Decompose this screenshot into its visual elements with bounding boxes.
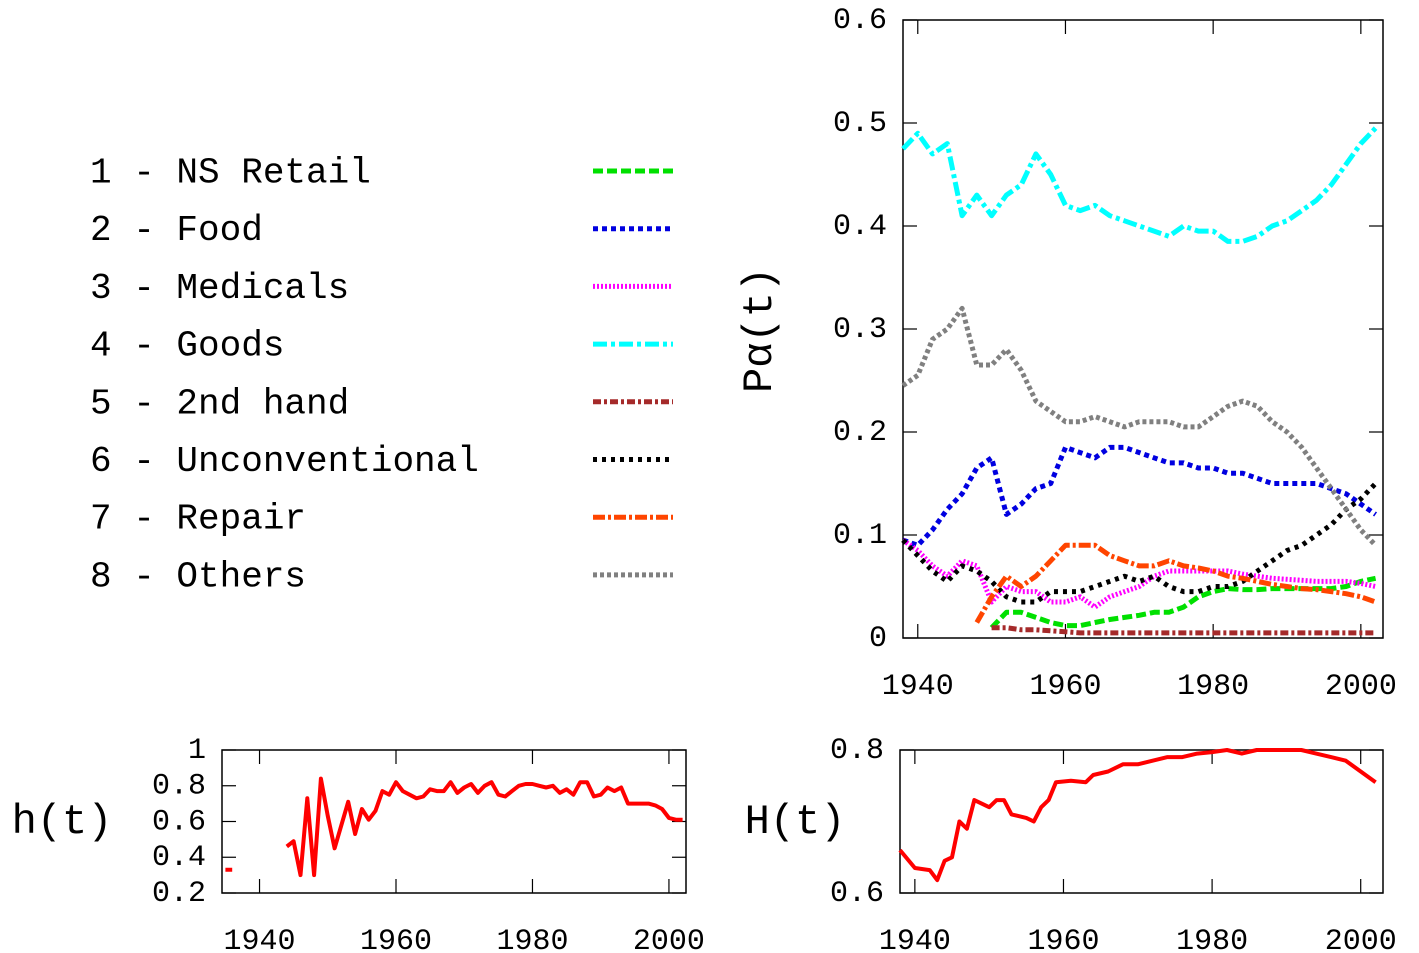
y-tick-label: 0 <box>869 622 887 656</box>
x-tick-label: 2000 <box>1325 925 1397 953</box>
x-tick-label: 1940 <box>224 925 296 953</box>
plot-frame <box>221 749 687 894</box>
y-tick-label: 0.2 <box>833 416 887 450</box>
legend-label: 3 - Medicals <box>90 268 349 309</box>
x-tick-label: 1980 <box>1177 670 1249 704</box>
y-tick-label: 0.8 <box>152 770 206 804</box>
y-axis-label: h(t) <box>12 798 113 846</box>
y-tick-label: 0.8 <box>830 734 884 768</box>
x-tick-label: 1980 <box>496 925 568 953</box>
x-tick-label: 1980 <box>1176 925 1248 953</box>
y-tick-label: 0.1 <box>833 519 887 553</box>
y-tick-label: 1 <box>188 734 206 768</box>
series-line <box>901 538 1377 610</box>
legend-label: 5 - 2nd hand <box>90 383 349 424</box>
plot-frame <box>899 749 1384 894</box>
legend-label: 8 - Others <box>90 556 306 597</box>
y-tick-label: 0.2 <box>152 877 206 911</box>
x-tick-label: 2000 <box>633 925 705 953</box>
y-axis-label: Pα(t) <box>736 267 784 393</box>
y-tick-label: 0.3 <box>833 313 887 347</box>
series-line <box>901 305 1378 548</box>
x-tick-label: 1960 <box>1027 925 1099 953</box>
legend-label: 1 - NS Retail <box>90 153 371 194</box>
legend-label: 7 - Repair <box>90 499 306 540</box>
x-tick-label: 1940 <box>882 670 954 704</box>
x-tick-label: 2000 <box>1325 670 1397 704</box>
x-tick-label: 1960 <box>1029 670 1101 704</box>
series-line <box>901 481 1378 605</box>
legend-label: 6 - Unconventional <box>90 441 479 482</box>
plot-frame <box>902 19 1384 639</box>
y-tick-label: 0.6 <box>152 805 206 839</box>
x-tick-label: 1940 <box>879 925 951 953</box>
x-tick-label: 1960 <box>360 925 432 953</box>
series-line <box>901 126 1378 244</box>
y-tick-label: 0.5 <box>833 107 887 141</box>
series-line <box>225 776 683 878</box>
series-line <box>989 575 1377 630</box>
legend-label: 4 - Goods <box>90 326 284 367</box>
y-tick-label: 0.4 <box>833 210 887 244</box>
series-line <box>974 542 1377 624</box>
legend-label: 2 - Food <box>90 210 263 251</box>
y-tick-label: 0.4 <box>152 841 206 875</box>
y-tick-label: 0.6 <box>830 877 884 911</box>
series-line <box>991 625 1376 636</box>
series-line <box>902 444 1378 548</box>
y-tick-label: 0.6 <box>833 4 887 38</box>
series-line <box>898 748 1377 883</box>
y-axis-label: H(t) <box>745 798 846 846</box>
